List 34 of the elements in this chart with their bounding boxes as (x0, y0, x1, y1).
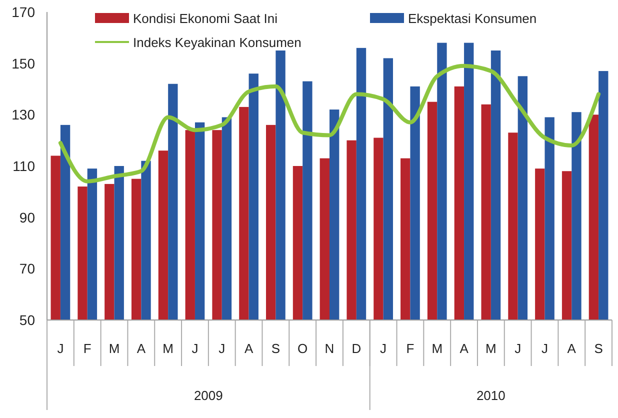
y-tick-label: 110 (12, 158, 36, 174)
x-tick-label: M (486, 341, 496, 356)
x-tick-label: A (460, 341, 469, 356)
legend-label: Indeks Keyakinan Konsumen (133, 35, 302, 50)
x-tick-label: J (192, 341, 198, 356)
x-tick-label: M (162, 341, 174, 356)
x-tick-label: F (406, 341, 414, 356)
legend-label: Ekspektasi Konsumen (408, 11, 537, 26)
x-tick-label: M (108, 341, 120, 356)
text: 2009 (194, 388, 223, 403)
y-tick-label: 50 (19, 312, 36, 328)
y-tick-label: 130 (12, 106, 36, 123)
x-tick-label: A (567, 341, 576, 356)
y-tick-label: 90 (19, 209, 36, 226)
x-tick-label: J (380, 341, 387, 356)
y-tick-label: 150 (12, 55, 36, 72)
text: 2010 (476, 388, 506, 403)
y-tick-label: 70 (19, 260, 36, 277)
x-tick-label: J (514, 341, 522, 356)
x-tick-label: D (352, 341, 362, 356)
x-tick-label: S (594, 341, 604, 356)
x-tick-label: J (218, 341, 226, 356)
x-tick-label: O (298, 341, 308, 356)
x-tick-label: A (244, 341, 254, 356)
x-tick-label: S (271, 341, 280, 356)
x-tick-label: J (541, 341, 548, 356)
x-tick-label: J (57, 341, 64, 356)
line-series (58, 64, 601, 184)
x-tick-label: N (324, 341, 334, 356)
x-tick-label: F (83, 341, 92, 356)
x-tick-label: A (136, 341, 146, 356)
x-tick-label: M (432, 341, 443, 356)
legend-label: Kondisi Ekonomi Saat Ini (133, 11, 278, 26)
y-tick-label: 170 (12, 4, 36, 20)
